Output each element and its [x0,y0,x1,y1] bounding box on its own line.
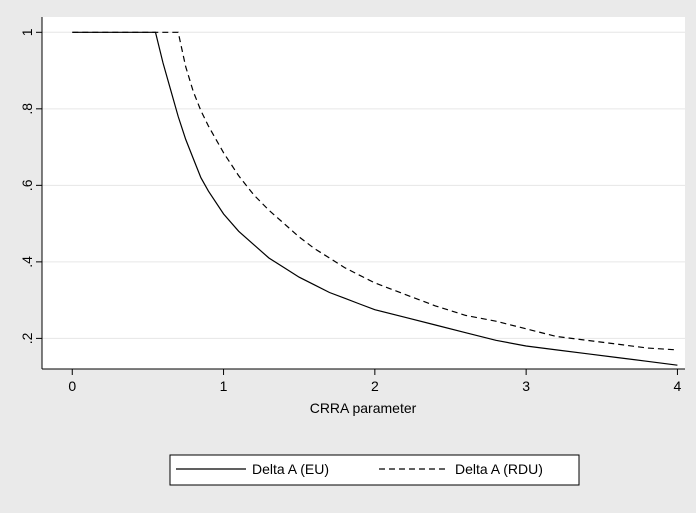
x-axis-label: CRRA parameter [310,400,417,416]
x-tick-label: 3 [522,378,530,394]
x-tick-label: 4 [674,378,682,394]
legend-label-eu: Delta A (EU) [252,461,329,477]
y-tick-label: 1 [19,28,35,36]
y-tick-label: .2 [19,332,35,344]
legend-label-rdu: Delta A (RDU) [455,461,543,477]
x-tick-label: 0 [68,378,76,394]
series-group [72,31,678,366]
plot-area [42,17,685,369]
y-tick-label: .4 [19,256,35,268]
y-tick-label: .6 [19,179,35,191]
x-tick-label: 2 [371,378,379,394]
y-axis: .2 .4 .6 .8 1 [19,17,43,369]
series-line-delta-a-eu [72,31,678,366]
y-tick-label: .8 [19,103,35,115]
legend: Delta A (EU) Delta A (RDU) [169,454,580,486]
series-line-delta-a-rdu [72,31,678,351]
x-axis: 0 1 2 3 4 [42,368,685,394]
x-tick-label: 1 [220,378,228,394]
legend-box [169,454,580,486]
